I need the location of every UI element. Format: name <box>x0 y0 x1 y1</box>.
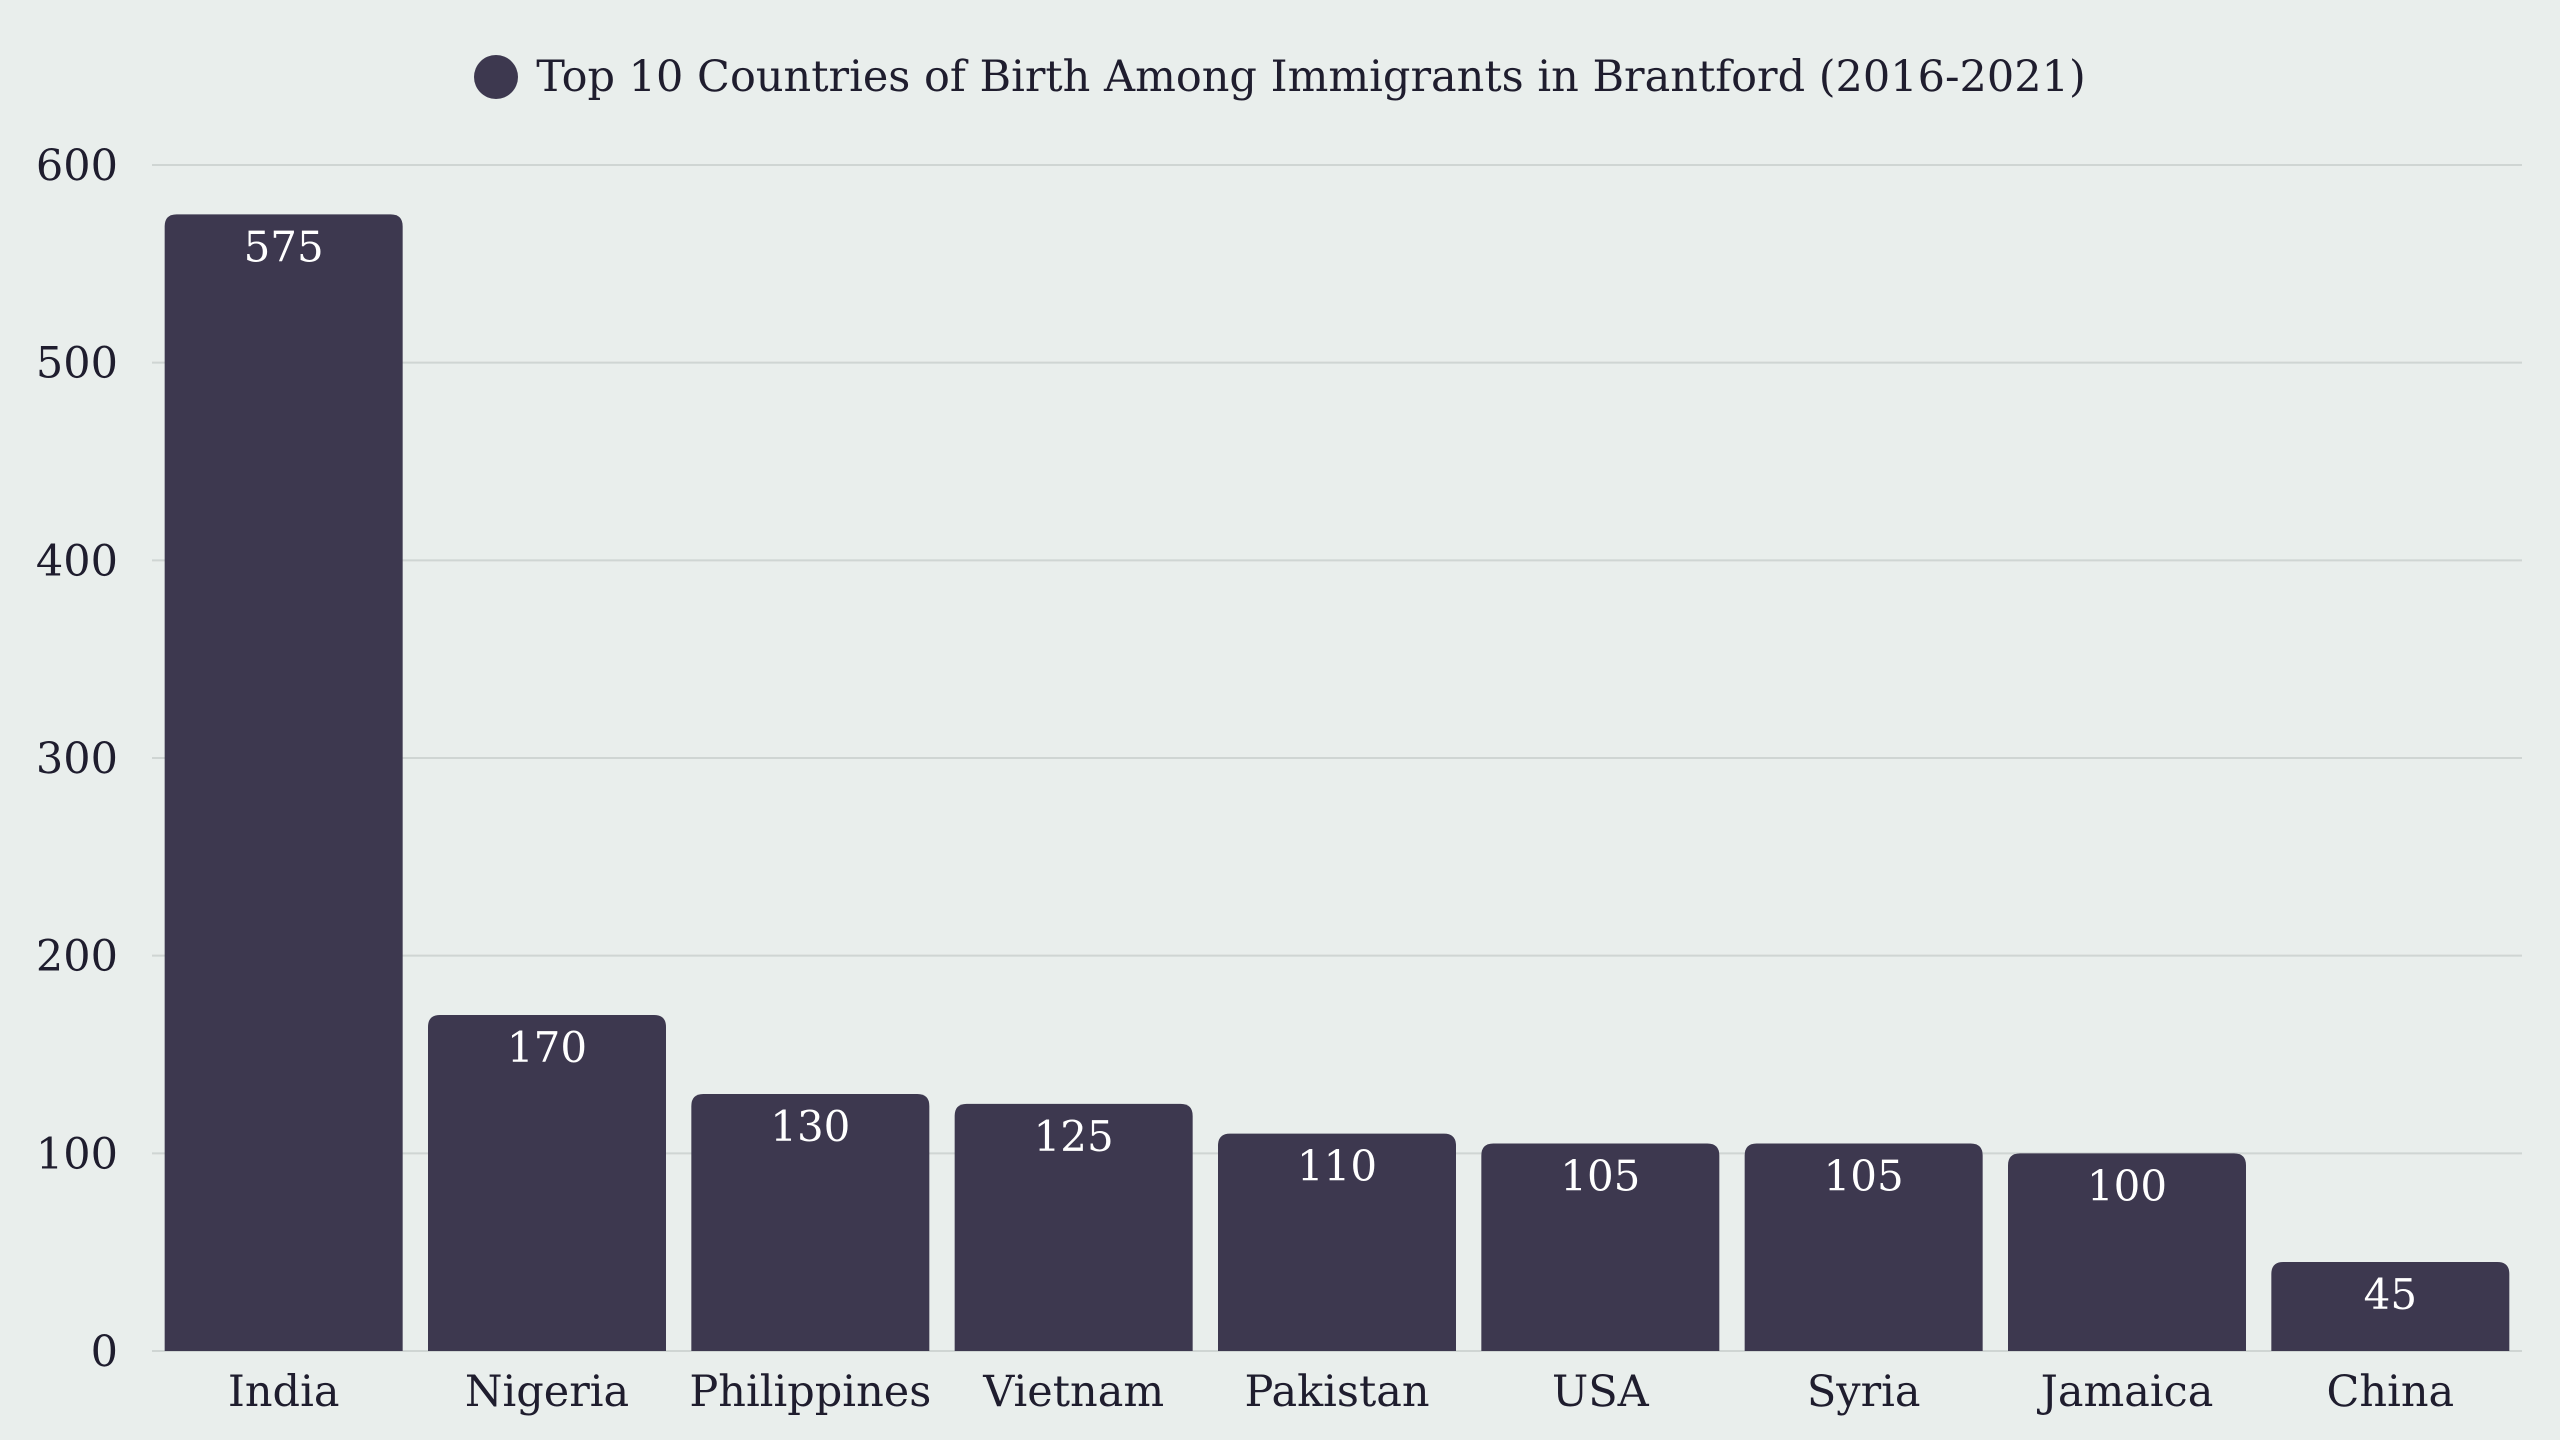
bar-value-label: 45 <box>2364 1270 2417 1319</box>
y-tick-label: 600 <box>36 141 118 191</box>
bar-value-label: 105 <box>1824 1151 1904 1200</box>
y-tick-label: 500 <box>36 339 118 389</box>
bar-value-label: 100 <box>2087 1161 2167 1210</box>
x-tick-label: Philippines <box>689 1367 931 1417</box>
bar-vietnam <box>954 1103 1193 1351</box>
x-tick-label: Nigeria <box>465 1367 629 1417</box>
y-tick-label: 300 <box>36 734 118 784</box>
bar-syria <box>1744 1143 1983 1351</box>
bar-usa <box>1481 1143 1720 1351</box>
x-tick-label: China <box>2326 1367 2454 1417</box>
bar-pakistan <box>1218 1133 1456 1351</box>
bar-china <box>2271 1262 2510 1351</box>
bar-value-label: 575 <box>244 222 324 271</box>
bar-nigeria <box>428 1014 666 1351</box>
bar-value-label: 105 <box>1560 1151 1640 1200</box>
bar-value-label: 110 <box>1297 1142 1377 1191</box>
bar-jamaica <box>2008 1153 2246 1351</box>
y-tick-label: 200 <box>36 932 118 982</box>
x-tick-label: Pakistan <box>1244 1367 1429 1417</box>
legend-label: Top 10 Countries of Birth Among Immigran… <box>536 52 2086 102</box>
y-tick-label: 400 <box>36 536 118 586</box>
bar-value-label: 130 <box>770 1102 850 1151</box>
bar-value-label: 125 <box>1034 1112 1114 1161</box>
x-tick-label: Vietnam <box>982 1367 1164 1417</box>
x-tick-label: Syria <box>1807 1367 1921 1417</box>
x-tick-label: USA <box>1552 1367 1650 1417</box>
bar-philippines <box>691 1094 930 1351</box>
legend-swatch <box>474 55 519 99</box>
bar-india <box>164 214 403 1352</box>
y-tick-label: 0 <box>91 1327 118 1377</box>
bar-value-label: 170 <box>507 1023 587 1072</box>
x-tick-label: Jamaica <box>2037 1367 2214 1417</box>
y-tick-label: 100 <box>36 1129 118 1179</box>
legend: Top 10 Countries of Birth Among Immigran… <box>0 52 2560 102</box>
x-tick-label: India <box>228 1367 340 1417</box>
